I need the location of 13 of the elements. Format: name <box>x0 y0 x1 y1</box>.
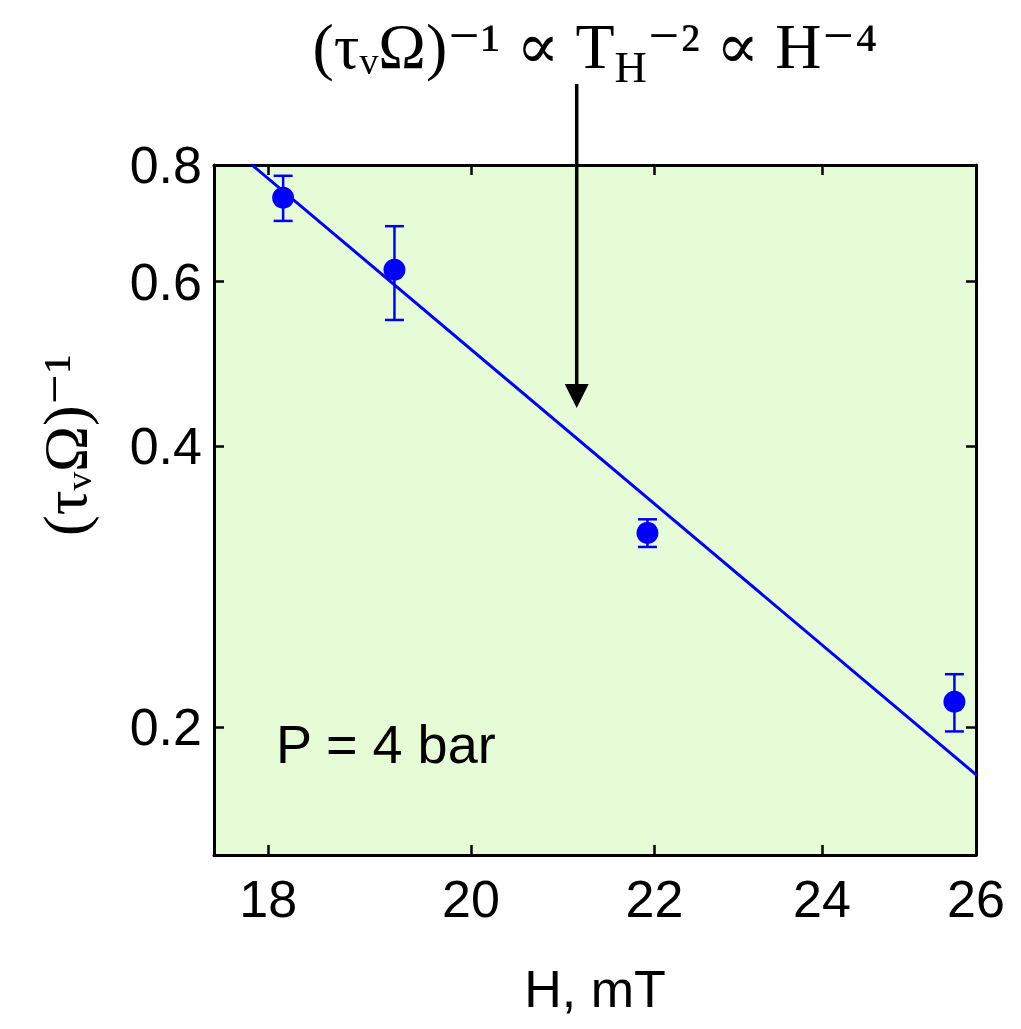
y-tick-label: 0.6 <box>129 252 202 311</box>
y-axis-title: (τᵥΩ)⁻¹ <box>31 354 100 536</box>
x-tick-label: 22 <box>625 870 684 928</box>
x-tick-label: 24 <box>793 870 851 928</box>
x-tick-label: 26 <box>947 870 1005 928</box>
annotation: P = 4 bar <box>276 714 496 775</box>
y-tick-label: 0.8 <box>129 136 202 194</box>
x-tick-label: 20 <box>442 870 500 928</box>
y-tick-label: 0.4 <box>129 417 202 476</box>
text: (τᵥΩ)⁻¹ ∝ T$_{H}$⁻² ∝ H⁻⁴ <box>312 11 878 92</box>
y-tick-label: 0.2 <box>129 698 202 757</box>
x-axis-title: H, mT <box>524 960 666 1018</box>
x-tick-label: 18 <box>239 870 298 928</box>
